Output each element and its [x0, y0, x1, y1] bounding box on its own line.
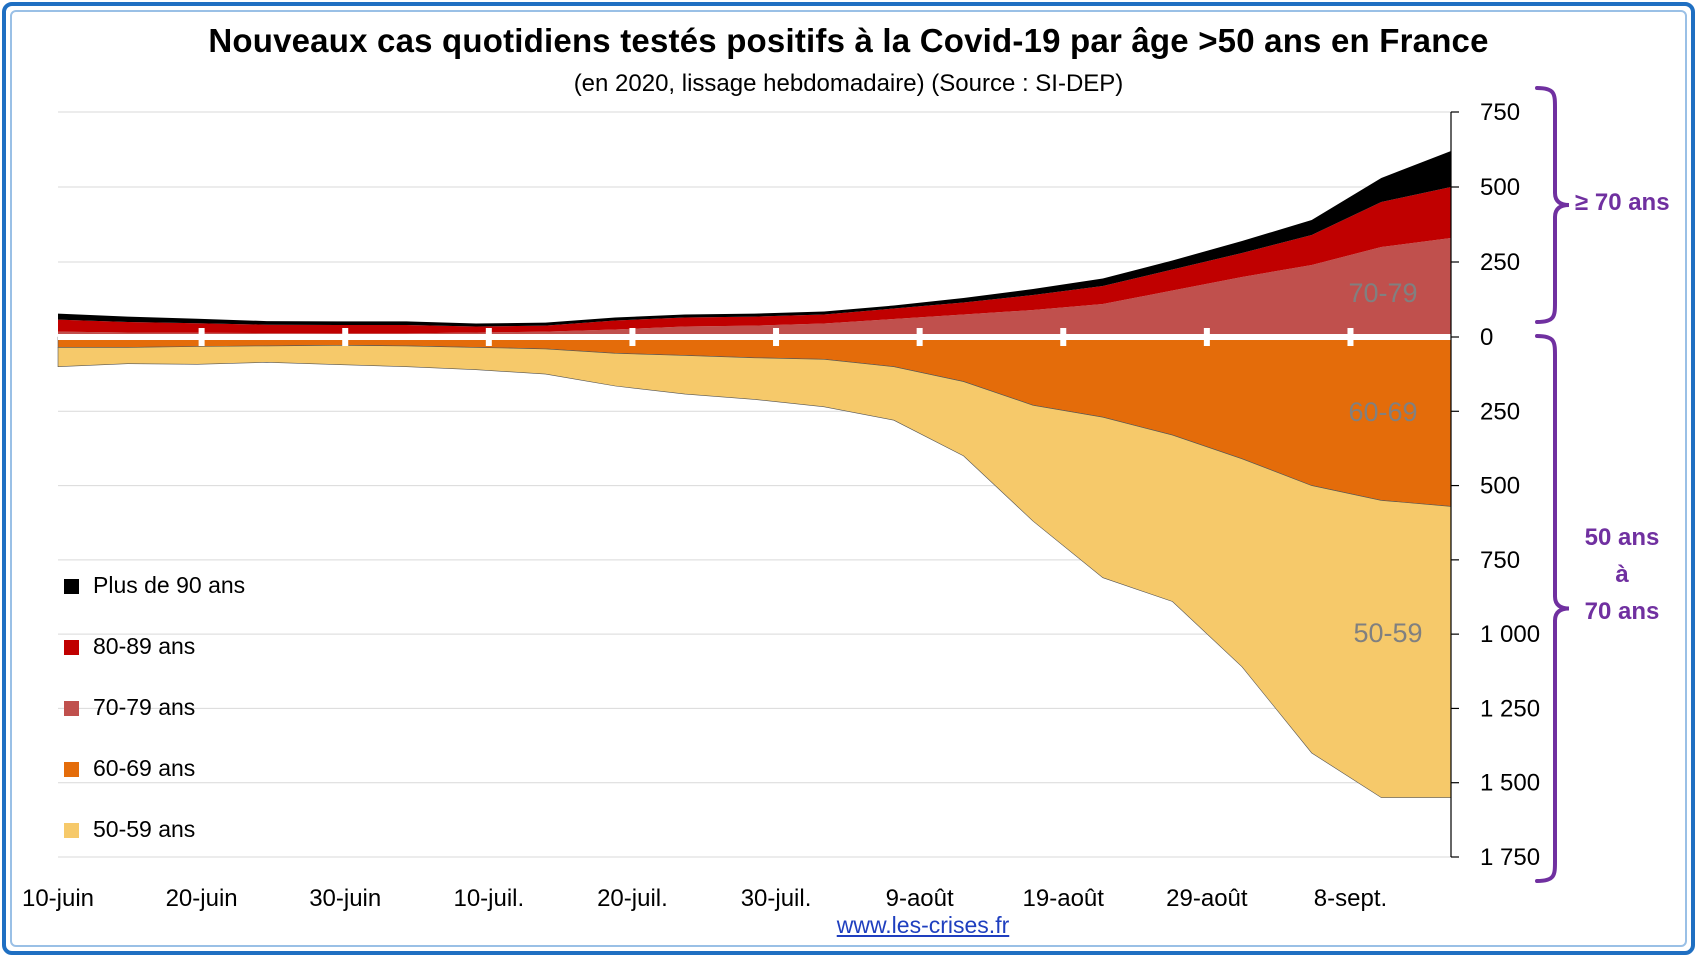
x-tick-label: 19-août	[1023, 885, 1105, 912]
area-70-79	[58, 238, 1451, 337]
y-tick-label-upper: 750	[1480, 99, 1520, 126]
x-tick-label: 10-juil.	[453, 885, 524, 912]
y-tick-label-lower: 1 000	[1480, 621, 1540, 648]
legend-label-80-89: 80-89 ans	[93, 633, 196, 659]
legend-label-plus-90: Plus de 90 ans	[93, 572, 246, 598]
x-tick-mark	[342, 328, 349, 346]
y-tick-label-lower: 500	[1480, 473, 1520, 500]
y-tick-label-lower: 1 500	[1480, 770, 1540, 797]
legend-label-50-59: 50-59 ans	[93, 816, 196, 842]
legend-swatch-80-89	[64, 640, 79, 655]
chart-title: Nouveaux cas quotidiens testés positifs …	[208, 22, 1489, 59]
x-tick-mark	[773, 328, 780, 346]
legend-swatch-plus-90	[64, 579, 79, 594]
band-label-50-59: 50-59	[1353, 618, 1422, 648]
y-tick-label-lower: 1 750	[1480, 844, 1540, 871]
legend-swatch-70-79	[64, 701, 79, 716]
y-tick-label-upper: 0	[1480, 324, 1493, 351]
x-tick-label: 30-juin	[309, 885, 381, 912]
x-tick-label: 30-juil.	[741, 885, 812, 912]
x-tick-mark	[198, 328, 205, 346]
x-tick-mark	[485, 328, 492, 346]
bracket-label-lower-2: 70 ans	[1585, 598, 1660, 625]
y-tick-label-lower: 1 250	[1480, 695, 1540, 722]
x-tick-label: 20-juin	[166, 885, 238, 912]
band-label-70-79: 70-79	[1348, 278, 1417, 308]
x-tick-mark	[1347, 328, 1354, 346]
x-tick-mark	[1060, 328, 1067, 346]
y-tick-label-upper: 250	[1480, 249, 1520, 276]
bracket-label-lower-1: à	[1615, 561, 1629, 588]
legend-swatch-50-59	[64, 823, 79, 838]
y-tick-label-upper: 500	[1480, 174, 1520, 201]
area-plus-90	[58, 151, 1451, 327]
area-80-89	[58, 187, 1451, 334]
x-tick-mark	[629, 328, 636, 346]
x-tick-label: 8-sept.	[1314, 885, 1387, 912]
x-tick-label: 29-août	[1166, 885, 1248, 912]
bracket-label-lower-0: 50 ans	[1585, 524, 1660, 551]
legend-label-70-79: 70-79 ans	[93, 694, 196, 720]
bracket-upper	[1535, 86, 1570, 324]
y-tick-label-lower: 250	[1480, 398, 1520, 425]
x-tick-mark	[916, 328, 923, 346]
legend-label-60-69: 60-69 ans	[93, 755, 196, 781]
y-tick-label-lower: 750	[1480, 547, 1520, 574]
x-tick-label: 10-juin	[22, 885, 94, 912]
legend-swatch-60-69	[64, 762, 79, 777]
inner-border	[10, 10, 1687, 947]
source-link[interactable]: www.les-crises.fr	[836, 912, 1010, 938]
x-tick-label: 20-juil.	[597, 885, 668, 912]
band-label-60-69: 60-69	[1348, 397, 1417, 427]
x-tick-mark	[1203, 328, 1210, 346]
bracket-label-upper: ≥ 70 ans	[1575, 189, 1670, 216]
chart-subtitle: (en 2020, lissage hebdomadaire) (Source …	[573, 70, 1124, 97]
bracket-lower	[1535, 334, 1570, 883]
x-tick-label: 9-août	[886, 885, 954, 912]
